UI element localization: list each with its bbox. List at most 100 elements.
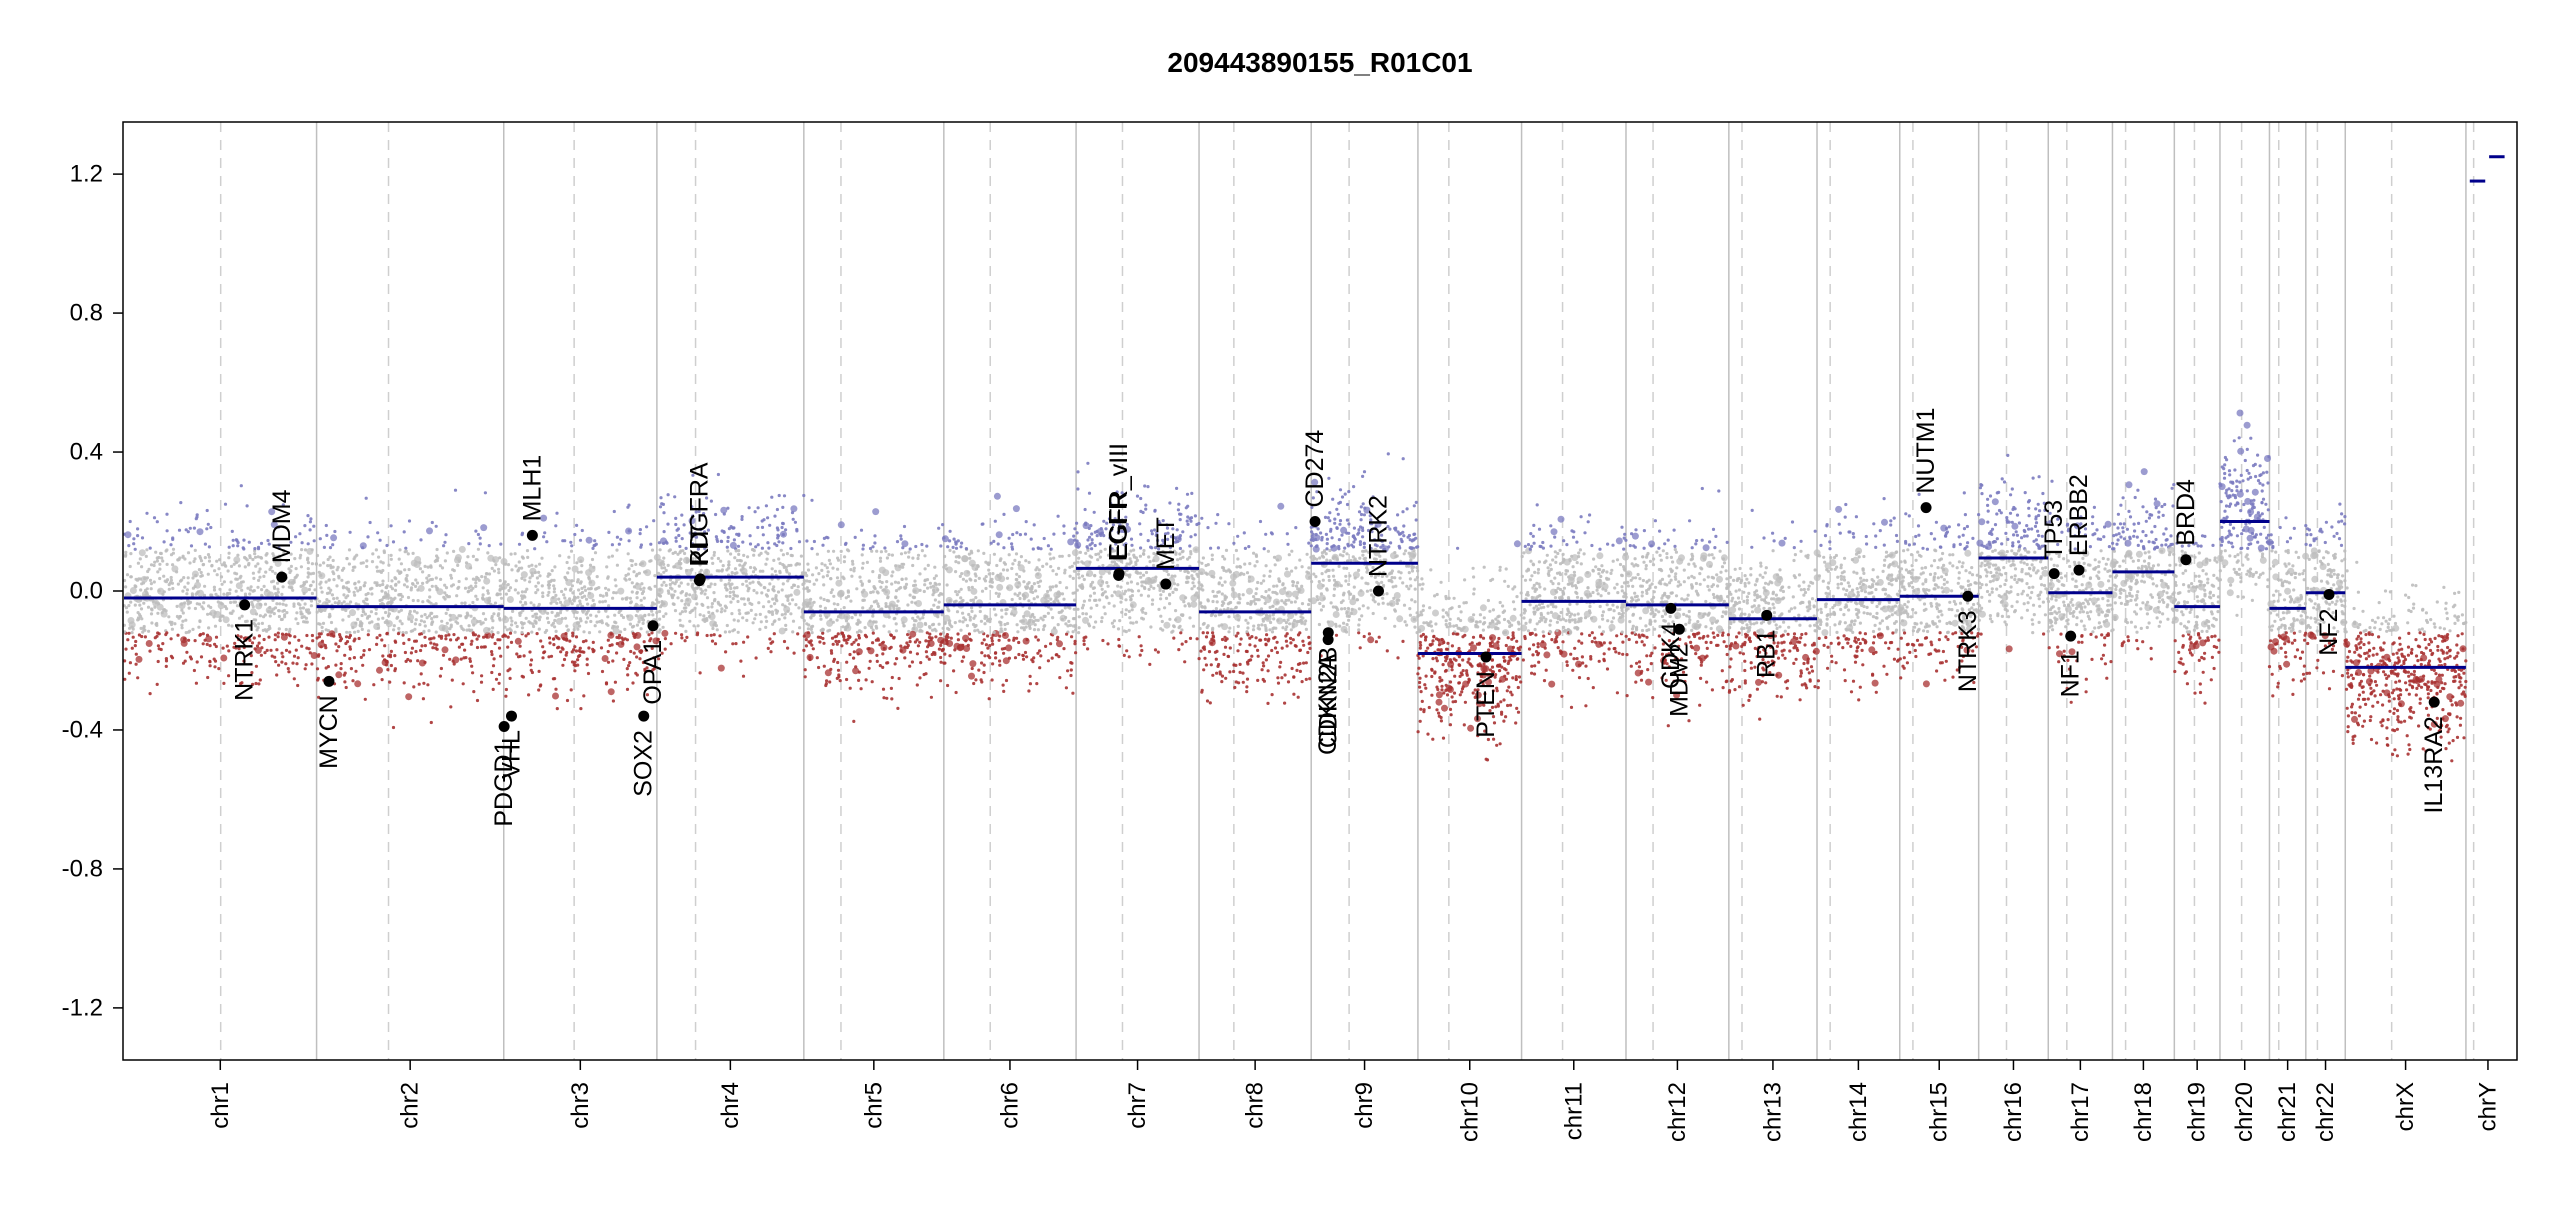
probe-point xyxy=(822,583,825,586)
probe-point xyxy=(829,668,832,671)
probe-point xyxy=(209,664,212,667)
probe-point xyxy=(140,627,143,630)
probe-point xyxy=(782,553,785,556)
probe-point xyxy=(365,598,368,601)
probe-point xyxy=(553,677,556,680)
probe-point xyxy=(1077,573,1080,576)
probe-point xyxy=(630,564,633,567)
probe-point xyxy=(904,586,907,589)
probe-point xyxy=(601,670,604,673)
probe-point xyxy=(621,597,624,600)
probe-point xyxy=(318,632,321,635)
probe-point xyxy=(1281,647,1284,650)
probe-point xyxy=(661,630,668,637)
probe-point xyxy=(584,589,587,592)
probe-point xyxy=(923,590,926,593)
probe-point xyxy=(635,655,638,658)
probe-point xyxy=(554,688,557,691)
probe-point xyxy=(942,627,945,630)
probe-point xyxy=(492,556,499,563)
probe-point xyxy=(423,620,426,623)
probe-point xyxy=(444,597,447,600)
probe-point xyxy=(1069,575,1072,578)
probe-point xyxy=(1090,547,1093,550)
probe-point xyxy=(510,641,513,644)
probe-point xyxy=(879,560,882,563)
probe-point xyxy=(1210,663,1213,666)
probe-point xyxy=(671,595,674,598)
probe-point xyxy=(240,589,243,592)
probe-point xyxy=(1221,623,1228,630)
probe-point xyxy=(1059,581,1062,584)
probe-point xyxy=(442,544,445,547)
probe-point xyxy=(357,580,360,583)
probe-point xyxy=(1280,676,1283,679)
probe-point xyxy=(298,603,301,606)
probe-point xyxy=(938,601,941,604)
probe-point xyxy=(498,673,501,676)
probe-point xyxy=(760,620,763,623)
probe-point xyxy=(426,683,429,686)
probe-point xyxy=(864,634,867,637)
probe-point xyxy=(885,697,888,700)
probe-point xyxy=(983,654,986,657)
probe-point xyxy=(306,558,309,561)
probe-point xyxy=(402,642,405,645)
probe-point xyxy=(783,640,786,643)
probe-point xyxy=(443,541,446,544)
probe-point xyxy=(478,579,481,582)
probe-point xyxy=(412,599,415,602)
probe-point xyxy=(293,655,296,658)
probe-point xyxy=(754,510,757,513)
probe-point xyxy=(516,569,519,572)
probe-point xyxy=(854,665,857,668)
probe-point xyxy=(153,580,156,583)
probe-point xyxy=(819,618,822,621)
probe-point xyxy=(1297,696,1300,699)
probe-point xyxy=(604,600,607,603)
probe-point xyxy=(322,622,325,625)
probe-point xyxy=(1047,544,1050,547)
probe-point xyxy=(900,578,903,581)
probe-point xyxy=(1285,640,1288,643)
probe-point xyxy=(691,585,694,588)
probe-point xyxy=(359,624,362,627)
probe-point xyxy=(1101,564,1104,567)
probe-point xyxy=(819,596,822,599)
probe-point xyxy=(750,609,753,612)
probe-point xyxy=(541,656,544,659)
probe-point xyxy=(274,572,277,575)
probe-point xyxy=(798,540,801,543)
probe-point xyxy=(482,621,485,624)
probe-point xyxy=(958,620,961,623)
probe-point xyxy=(381,580,384,583)
probe-point xyxy=(238,564,241,567)
probe-point xyxy=(667,493,670,496)
probe-point xyxy=(938,623,941,626)
probe-point xyxy=(1241,672,1244,675)
probe-point xyxy=(822,628,825,631)
probe-point xyxy=(757,543,760,546)
probe-point xyxy=(733,538,736,541)
probe-point xyxy=(781,541,784,544)
probe-point xyxy=(784,605,787,608)
probe-point xyxy=(397,627,400,630)
probe-point xyxy=(649,543,652,546)
probe-point xyxy=(829,577,832,580)
probe-point xyxy=(423,636,426,639)
probe-point xyxy=(538,574,541,577)
probe-point xyxy=(170,553,173,556)
probe-point xyxy=(338,600,341,603)
probe-point xyxy=(191,592,194,595)
probe-point xyxy=(916,652,919,655)
probe-point xyxy=(158,563,161,566)
probe-point xyxy=(1154,576,1157,579)
probe-point xyxy=(968,557,971,560)
probe-point xyxy=(606,577,609,580)
probe-point xyxy=(390,664,393,667)
probe-point xyxy=(307,561,310,564)
probe-point xyxy=(762,533,765,536)
probe-point xyxy=(1096,558,1099,561)
probe-point xyxy=(316,667,319,670)
probe-point xyxy=(598,630,601,633)
